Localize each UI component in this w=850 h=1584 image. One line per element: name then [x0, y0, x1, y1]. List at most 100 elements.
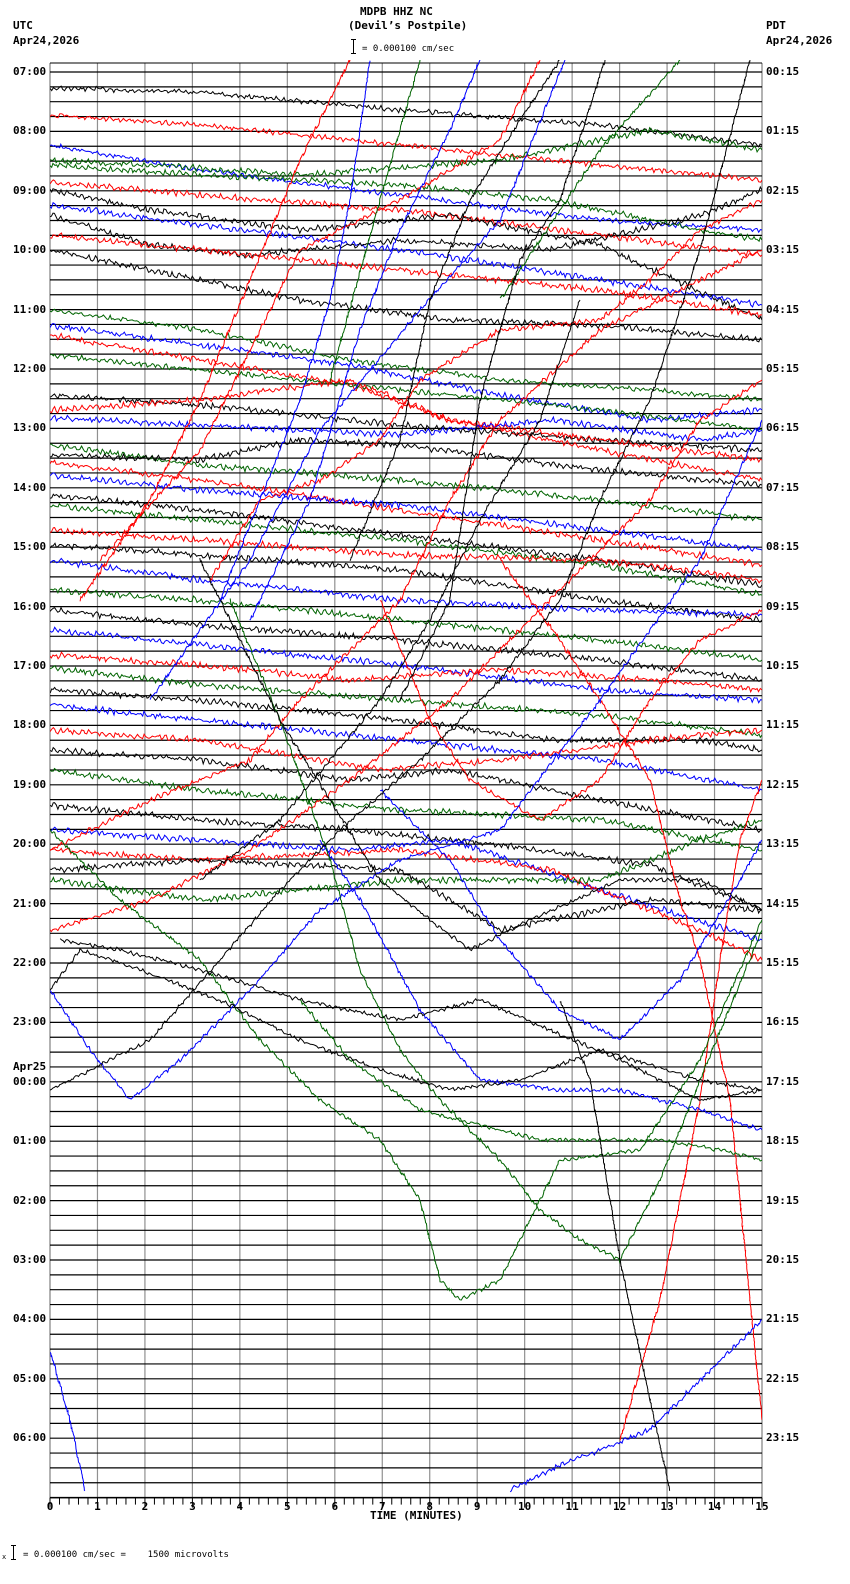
utc-hour-label: 19:00: [13, 777, 47, 791]
seismic-trace: [50, 527, 762, 584]
seismic-trace: [50, 826, 762, 942]
pdt-hour-label: 00:15: [766, 65, 800, 78]
seismic-trace: [50, 436, 762, 488]
x-tick-label: 13: [660, 1500, 674, 1513]
seismic-trace: [50, 232, 762, 319]
seismic-trace: [50, 686, 762, 753]
seismic-trace: [99, 60, 541, 562]
pdt-hour-label: 22:15: [766, 1371, 800, 1385]
x-tick-label: 11: [565, 1500, 579, 1513]
seismic-trace: [50, 353, 762, 433]
pdt-hour-label: 17:15: [766, 1074, 800, 1088]
utc-hour-label: 03:00: [13, 1253, 47, 1266]
left-timezone: UTC: [13, 19, 33, 32]
seismic-trace: [50, 414, 762, 442]
seismic-trace: [50, 767, 762, 852]
seismic-trace: [50, 702, 762, 793]
pdt-hour-label: 02:15: [766, 183, 800, 197]
seismic-trace: [209, 199, 762, 582]
pdt-hour-label: 20:15: [766, 1253, 800, 1266]
seismic-trace: [399, 60, 606, 702]
x-tick-label: 1: [94, 1500, 101, 1513]
seismic-trace: [50, 626, 762, 704]
seismic-trace: [50, 1352, 86, 1492]
station-location: (Devil’s Postpile): [348, 19, 468, 32]
utc-hour-label: 01:00: [13, 1134, 47, 1148]
left-date: Apr24,2026: [13, 34, 80, 47]
seismic-trace: [50, 249, 762, 343]
utc-hour-label: 22:00: [13, 956, 47, 969]
seismic-trace: [50, 857, 762, 934]
utc-hour-label: 07:00: [13, 65, 47, 78]
pdt-hour-label: 19:15: [766, 1193, 800, 1207]
utc-hour-label: 11:00: [13, 302, 47, 316]
footer-scale-note: = 0.000100 cm/sec = 1500 microvolts: [23, 1550, 229, 1560]
utc-hour-label: 02:00: [13, 1193, 47, 1207]
seismic-trace: [499, 557, 762, 1421]
seismic-trace: [619, 779, 762, 1441]
pdt-hour-label: 04:15: [766, 302, 800, 316]
pdt-hour-label: 13:15: [766, 837, 800, 851]
seismic-trace: [50, 113, 762, 183]
pdt-hour-label: 16:15: [766, 1015, 800, 1029]
seismic-trace: [50, 179, 762, 258]
pdt-hour-label: 08:15: [766, 540, 800, 554]
seismic-trace: [50, 472, 762, 552]
x-tick-label: 5: [284, 1500, 291, 1513]
seismic-trace: [249, 60, 481, 621]
seismic-trace: [50, 818, 762, 903]
utc-hour-label: 20:00: [13, 837, 47, 851]
seismic-trace: [199, 299, 581, 881]
utc-hour-label: 23:00: [13, 1015, 47, 1029]
footer-scale-bar-icon: [11, 1545, 16, 1560]
utc-hour-label: 18:00: [13, 718, 47, 732]
pdt-hour-label: 06:15: [766, 421, 800, 435]
pdt-hour-label: 12:15: [766, 777, 800, 791]
utc-hour-label: 09:00: [13, 183, 47, 197]
utc-hour-label: 08:00: [13, 124, 47, 138]
seismic-trace: [219, 60, 371, 601]
pdt-hour-label: 01:15: [766, 124, 800, 138]
pdt-hour-label: 09:15: [766, 599, 800, 613]
seismic-trace: [50, 586, 762, 662]
x-tick-label: 9: [473, 1500, 481, 1513]
seismic-trace: [509, 1319, 762, 1493]
utc-hour-label: 13:00: [13, 421, 47, 435]
utc-hour-label: 05:00: [13, 1371, 47, 1385]
seismic-trace: [229, 598, 762, 1265]
x-tick-label: 4: [236, 1500, 244, 1513]
pdt-hour-label: 18:15: [766, 1134, 800, 1148]
seismic-trace: [50, 606, 762, 683]
seismic-trace: [50, 379, 762, 933]
x-axis-label: TIME (MINUTES): [370, 1509, 463, 1522]
pdt-hour-label: 03:15: [766, 243, 800, 257]
station-title: MDPB HHZ NC: [360, 5, 433, 18]
x-tick-label: 3: [189, 1500, 196, 1513]
pdt-hour-label: 15:15: [766, 956, 800, 969]
utc-hour-label: 16:00: [13, 599, 47, 613]
seismic-trace: [50, 322, 762, 424]
utc-hour-label: 17:00: [13, 659, 47, 672]
pdt-hour-label: 10:15: [766, 659, 800, 672]
x-tick-label: 7: [378, 1500, 386, 1513]
seismic-trace: [50, 664, 762, 739]
seismic-trace: [149, 60, 566, 700]
seismic-trace: [329, 60, 421, 382]
x-tick-label: 2: [141, 1500, 149, 1513]
seismic-trace: [50, 557, 762, 618]
pdt-hour-label: 07:15: [766, 480, 800, 494]
utc-hour-label: 21:00: [13, 896, 47, 910]
seismic-trace: [50, 249, 762, 851]
seismic-trace: [299, 999, 762, 1162]
utc-hour-label: 10:00: [13, 243, 47, 257]
utc-hour-label: 12:00: [13, 362, 47, 375]
pdt-hour-label: 21:15: [766, 1312, 800, 1326]
pdt-hour-label: 05:15: [766, 362, 800, 375]
utc-hour-label: 15:00: [13, 540, 47, 554]
utc-hour-label: 00:00: [13, 1074, 47, 1088]
x-tick-label: 12: [612, 1500, 627, 1513]
seismic-traces: [50, 60, 762, 1493]
seismic-trace: [50, 126, 762, 178]
seismic-trace: [59, 938, 762, 1101]
